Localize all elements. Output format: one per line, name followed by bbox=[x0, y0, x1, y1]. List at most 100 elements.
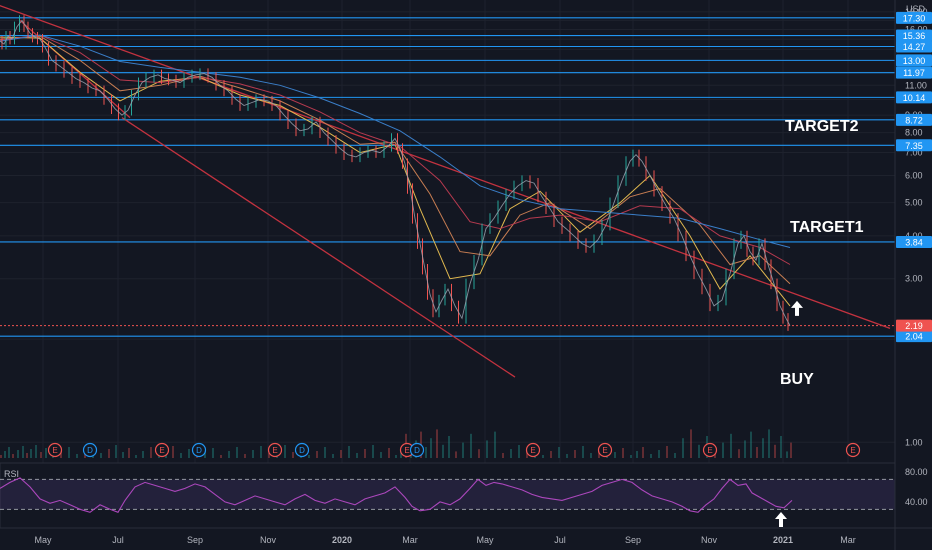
dividend-marker bbox=[82, 442, 98, 458]
y-tick-label: 4.00 bbox=[905, 231, 923, 241]
rsi-buy-arrow-icon bbox=[775, 512, 787, 527]
volume-bar bbox=[17, 450, 19, 458]
resistance-levels bbox=[0, 17, 895, 337]
volume-bar bbox=[786, 451, 788, 458]
time-axis[interactable]: May Jul Sep Nov 2020 Mar May Jul Sep Nov 2021 Mar bbox=[34, 535, 855, 545]
volume-bar bbox=[8, 447, 10, 458]
volume-bar bbox=[582, 446, 584, 458]
level-tag-label: 13.00 bbox=[903, 56, 926, 66]
volume-bar bbox=[188, 449, 190, 458]
x-tick-label: May bbox=[34, 535, 52, 545]
event-label: E bbox=[850, 446, 855, 455]
rsi-line bbox=[0, 477, 793, 513]
volume-bar bbox=[425, 447, 427, 458]
volume-bar bbox=[574, 450, 576, 458]
x-tick-label: Jul bbox=[112, 535, 124, 545]
x-tick-label: 2021 bbox=[773, 535, 793, 545]
volume-bar bbox=[308, 455, 310, 458]
rsi-tick-label: 40.00 bbox=[905, 497, 928, 507]
y-tick-label: 16.00 bbox=[905, 24, 928, 34]
trendline bbox=[0, 4, 891, 329]
volume-bar bbox=[730, 433, 732, 458]
rsi-tick-label: 80.00 bbox=[905, 467, 928, 477]
volume-bar bbox=[380, 452, 382, 458]
x-tick-label: 2020 bbox=[332, 535, 352, 545]
volume-bar bbox=[738, 449, 740, 458]
event-label: E bbox=[52, 446, 57, 455]
x-tick-label: May bbox=[476, 535, 494, 545]
moving-average-line bbox=[0, 34, 791, 265]
volume-bar bbox=[35, 445, 37, 458]
volume-bar bbox=[122, 452, 124, 458]
volume-bar bbox=[356, 453, 358, 458]
volume-bar bbox=[340, 450, 342, 458]
level-tag bbox=[896, 40, 932, 53]
volume-bar bbox=[220, 455, 222, 458]
volume-bar bbox=[690, 429, 692, 458]
rsi-polyline bbox=[0, 477, 793, 513]
rsi-label: RSI bbox=[4, 469, 19, 479]
volume-bar bbox=[268, 453, 270, 458]
volume-bar bbox=[470, 433, 472, 458]
event-label: D bbox=[196, 446, 202, 455]
rsi-band bbox=[0, 479, 895, 510]
level-tag bbox=[896, 113, 932, 126]
volume-bar bbox=[40, 452, 42, 458]
earnings-marker bbox=[525, 442, 541, 458]
volume-bar bbox=[212, 448, 214, 458]
x-tick-label: Sep bbox=[187, 535, 203, 545]
volume-bar bbox=[22, 446, 24, 458]
event-label: E bbox=[530, 446, 535, 455]
dividend-marker bbox=[294, 442, 310, 458]
volume-bar bbox=[722, 442, 724, 458]
volume-bar bbox=[768, 429, 770, 458]
volume-bar bbox=[518, 445, 520, 458]
y-tick-label: 7.00 bbox=[905, 148, 923, 158]
volume-bar bbox=[750, 431, 752, 458]
level-tag-label: 15.36 bbox=[903, 31, 926, 41]
volume-bar bbox=[780, 436, 782, 458]
level-tag-label: 2.04 bbox=[905, 332, 923, 342]
volume-bar bbox=[744, 440, 746, 458]
volume-bar bbox=[388, 448, 390, 458]
volume-bar bbox=[30, 449, 32, 458]
volume-bar bbox=[650, 454, 652, 458]
current-price-label: 2.19 bbox=[905, 321, 923, 331]
event-label: D bbox=[414, 446, 420, 455]
volume-bar bbox=[636, 451, 638, 458]
volume-bar bbox=[364, 449, 366, 458]
volume-bar bbox=[284, 445, 286, 458]
rsi-axis: 80.00 40.00 bbox=[905, 467, 928, 507]
volume-bar bbox=[526, 452, 528, 458]
price-series bbox=[0, 15, 792, 458]
volume-bar bbox=[486, 440, 488, 458]
volume-bar bbox=[674, 453, 676, 458]
x-tick-label: Mar bbox=[840, 535, 856, 545]
buy-arrow-icon bbox=[791, 300, 803, 316]
price-line bbox=[0, 19, 791, 326]
x-tick-label: Sep bbox=[625, 535, 641, 545]
volume-bar bbox=[642, 447, 644, 458]
level-tag-label: 10.14 bbox=[903, 93, 926, 103]
earnings-marker bbox=[702, 442, 718, 458]
volume-bar bbox=[590, 453, 592, 458]
volume-bar bbox=[436, 429, 438, 458]
level-tag bbox=[896, 66, 932, 79]
event-label: E bbox=[159, 446, 164, 455]
earnings-marker bbox=[154, 442, 170, 458]
volume-bar bbox=[448, 436, 450, 458]
x-tick-label: Nov bbox=[701, 535, 718, 545]
volume-bar bbox=[666, 446, 668, 458]
volume-bar bbox=[204, 452, 206, 458]
level-tag-label: 14.27 bbox=[903, 42, 926, 52]
currency-label: USD bbox=[906, 4, 926, 14]
event-label: E bbox=[602, 446, 607, 455]
earnings-marker bbox=[47, 442, 63, 458]
level-tag bbox=[896, 29, 932, 42]
volume-bar bbox=[622, 448, 624, 458]
y-tick-label: 6.00 bbox=[905, 171, 923, 181]
level-tag bbox=[896, 54, 932, 67]
